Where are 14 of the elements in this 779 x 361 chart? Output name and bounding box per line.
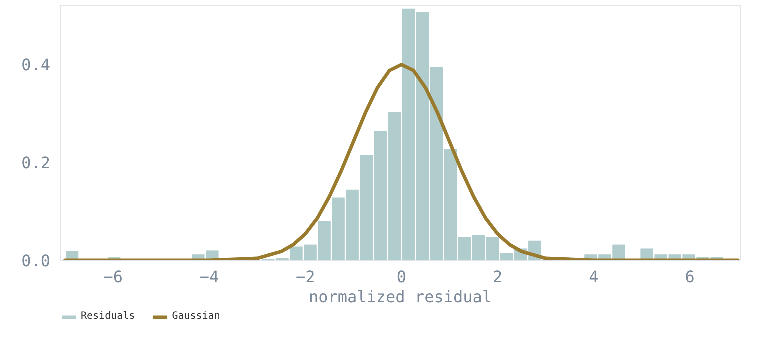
x-axis-title: normalized residual — [308, 288, 492, 306]
y-tick-label: 0.0 — [22, 252, 51, 270]
line-series — [64, 63, 740, 260]
legend-label: Gaussian — [172, 311, 220, 322]
x-tick-label: 4 — [589, 268, 599, 286]
legend-label: Residuals — [81, 311, 136, 322]
x-tick-label: −4 — [200, 268, 220, 286]
x-tick-label: 0 — [396, 268, 407, 286]
x-tick-label: 2 — [493, 268, 503, 286]
x-tick-label: −6 — [104, 268, 123, 286]
x-tick-label: 6 — [685, 268, 695, 286]
x-tick-label: −2 — [296, 268, 316, 286]
y-tick-label: 0.2 — [22, 153, 51, 172]
y-tick-label: 0.4 — [22, 55, 51, 74]
